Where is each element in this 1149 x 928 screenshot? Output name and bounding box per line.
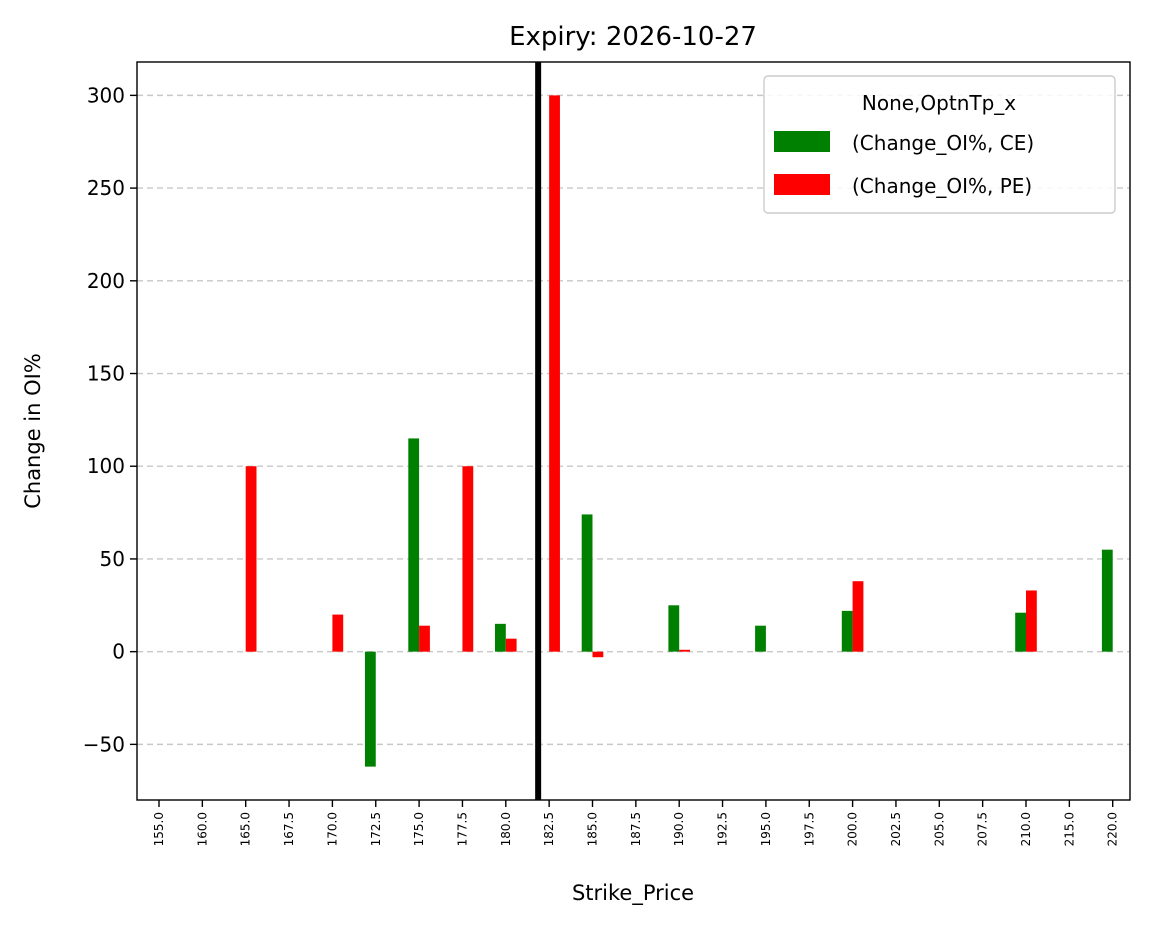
legend-swatch-ce bbox=[774, 131, 830, 152]
x-tick-label: 160.0 bbox=[195, 812, 209, 846]
x-tick-label: 177.5 bbox=[455, 812, 469, 846]
x-tick-label: 215.0 bbox=[1062, 812, 1076, 846]
y-axis-label: Change in OI% bbox=[21, 353, 45, 509]
bar-ce-220-0 bbox=[1101, 549, 1113, 652]
y-tick-label: 0 bbox=[112, 640, 125, 664]
x-axis-label: Strike_Price bbox=[572, 881, 694, 906]
legend-box bbox=[763, 75, 1116, 214]
x-axis: 155.0 160.0 165.0 167.5 170.0 172.5 175.0 177.5… bbox=[152, 800, 1120, 846]
bar-pe-175-0 bbox=[419, 625, 430, 652]
bar-ce-185-0 bbox=[581, 514, 593, 652]
bar-pe-177-5 bbox=[462, 466, 474, 652]
x-tick-label: 205.0 bbox=[932, 812, 946, 846]
bars bbox=[245, 95, 1113, 767]
bar-pe-190-0 bbox=[679, 649, 690, 652]
chart-title: Expiry: 2026-10-27 bbox=[509, 22, 757, 52]
y-tick-label: 300 bbox=[87, 83, 125, 107]
x-tick-label: 220.0 bbox=[1106, 812, 1120, 846]
x-tick-label: 192.5 bbox=[716, 812, 730, 846]
x-tick-label: 155.0 bbox=[152, 812, 166, 846]
x-tick-label: 172.5 bbox=[369, 812, 383, 846]
x-tick-label: 165.0 bbox=[239, 812, 253, 846]
bar-ce-195-0 bbox=[755, 625, 766, 652]
bar-ce-172-5 bbox=[364, 651, 376, 767]
y-tick-label: 50 bbox=[100, 547, 125, 571]
x-tick-label: 187.5 bbox=[629, 812, 643, 846]
bar-ce-200-0 bbox=[841, 610, 853, 652]
x-tick-label: 182.5 bbox=[542, 812, 556, 846]
bar-ce-190-0 bbox=[668, 605, 680, 652]
x-tick-label: 180.0 bbox=[499, 812, 513, 846]
y-tick-label: 200 bbox=[87, 269, 125, 293]
y-tick-label: 250 bbox=[87, 176, 125, 200]
grid-lines bbox=[137, 94, 1130, 746]
x-tick-label: 170.0 bbox=[325, 812, 339, 846]
bar-pe-200-0 bbox=[852, 581, 864, 652]
y-tick-label: 100 bbox=[87, 454, 125, 478]
bar-pe-180-0 bbox=[505, 638, 517, 652]
x-tick-label: 185.0 bbox=[586, 812, 600, 846]
plot-frame bbox=[136, 61, 1131, 801]
legend-title: None,OptnTp_x bbox=[862, 91, 1016, 115]
y-axis: −50 0 50 100 150 200 250 300 bbox=[83, 83, 137, 756]
x-tick-label: 167.5 bbox=[282, 812, 296, 846]
bar-pe-170-0 bbox=[332, 614, 344, 652]
x-tick-label: 195.0 bbox=[759, 812, 773, 846]
x-tick-label: 207.5 bbox=[976, 812, 990, 846]
y-tick-label: −50 bbox=[83, 732, 125, 756]
x-tick-label: 175.0 bbox=[412, 812, 426, 846]
legend: None,OptnTp_x (Change_OI%, CE) (Change_O… bbox=[763, 75, 1116, 214]
y-tick-label: 150 bbox=[87, 362, 125, 386]
x-tick-label: 190.0 bbox=[672, 812, 686, 846]
bar-pe-210-0 bbox=[1026, 590, 1037, 652]
legend-label-pe: (Change_OI%, PE) bbox=[852, 174, 1032, 198]
bar-ce-175-0 bbox=[408, 438, 420, 652]
x-tick-label: 210.0 bbox=[1019, 812, 1033, 846]
legend-swatch-pe bbox=[774, 174, 830, 195]
bar-pe-182-5 bbox=[549, 95, 560, 652]
bar-pe-165-0 bbox=[245, 466, 257, 652]
x-tick-label: 200.0 bbox=[846, 812, 860, 846]
x-tick-label: 202.5 bbox=[889, 812, 903, 846]
bar-ce-180-0 bbox=[495, 623, 506, 652]
legend-label-ce: (Change_OI%, CE) bbox=[852, 131, 1034, 155]
bar-pe-185-0 bbox=[592, 651, 604, 658]
x-tick-label: 197.5 bbox=[802, 812, 816, 846]
bar-ce-210-0 bbox=[1015, 612, 1026, 652]
